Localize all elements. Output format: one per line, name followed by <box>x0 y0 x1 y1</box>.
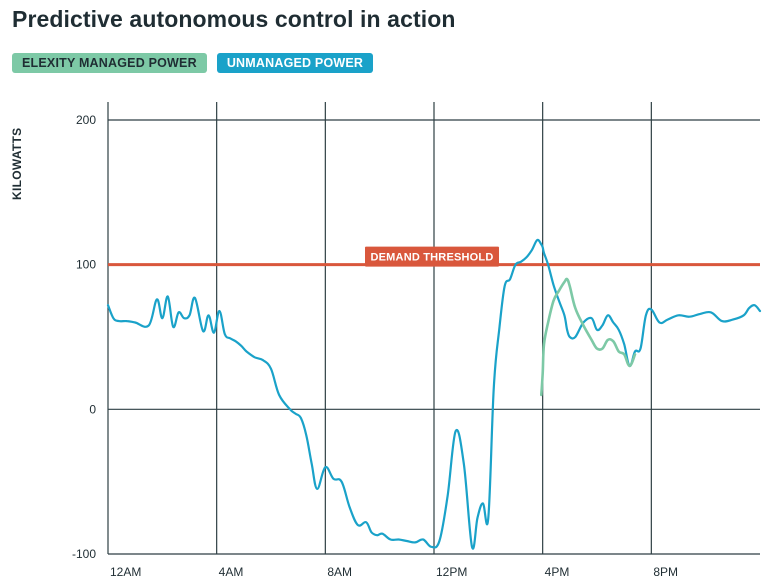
x-tick-label: 4PM <box>545 565 570 579</box>
x-tick-label: 8AM <box>327 565 352 579</box>
chart-legend: ELEXITY MANAGED POWER UNMANAGED POWER <box>12 53 374 73</box>
series-line-unmanaged-power <box>106 238 762 550</box>
demand-threshold-badge <box>365 246 499 267</box>
y-tick-label: -100 <box>72 547 96 561</box>
x-tick-label: 8PM <box>653 565 678 579</box>
x-tick-label: 4AM <box>219 565 244 579</box>
x-tick-label: 12AM <box>110 565 141 579</box>
y-tick-label: 0 <box>89 402 96 416</box>
series-line-managed-power <box>540 277 637 397</box>
y-tick-label: 100 <box>76 258 96 272</box>
chart-title: Predictive autonomous control in action <box>12 6 456 32</box>
legend-item-managed-power: ELEXITY MANAGED POWER <box>12 53 207 73</box>
y-tick-label: 200 <box>76 113 96 127</box>
x-tick-label: 12PM <box>436 565 467 579</box>
demand-threshold-label: DEMAND THRESHOLD <box>371 252 494 264</box>
legend-item-unmanaged-power: UNMANAGED POWER <box>216 53 374 73</box>
